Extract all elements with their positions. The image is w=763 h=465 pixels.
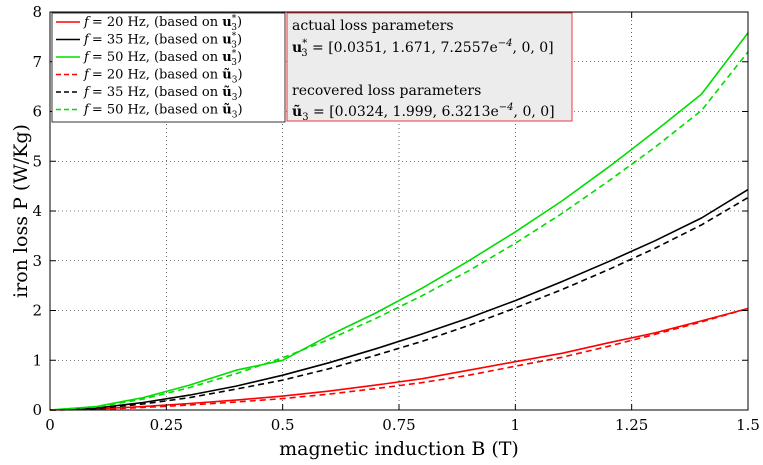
legend-label-0: f = 20 Hz, (based on u* 3) — [83, 14, 242, 33]
legend-f_label: f — [83, 33, 91, 48]
x-tick-label: 0.75 — [382, 416, 415, 434]
actual-params-values: u* 3 = [0.0351, 1.671, 7.2557e−4, 0, 0] — [292, 38, 554, 59]
legend-sub: 3 — [231, 23, 237, 33]
legend-sub: 3 — [232, 76, 238, 86]
y-tick-label: 8 — [32, 3, 42, 21]
legend-eq: = 50 Hz, (based on — [92, 103, 222, 118]
legend-sub: 3 — [232, 93, 238, 103]
x-tick-label: 0.25 — [150, 416, 183, 434]
recovered-tail: , 0, 0] — [514, 104, 555, 120]
legend-vec: u — [222, 15, 231, 30]
series-line-4 — [49, 196, 749, 411]
recovered-vec: ũ — [292, 103, 302, 120]
legend: f = 20 Hz, (based on u* 3)f = 35 Hz, (based… — [51, 12, 286, 123]
legend-close: ) — [237, 85, 242, 100]
legend-label-4: f = 35 Hz, (based on ũ3) — [83, 85, 243, 103]
series-line-2 — [49, 32, 749, 411]
legend-vec: ũ — [222, 85, 231, 100]
actual-vec: u — [292, 40, 302, 56]
y-tick-label: 7 — [32, 53, 42, 71]
legend-label-3: f = 20 Hz, (based on ũ3) — [83, 68, 243, 86]
series-line-3 — [49, 307, 749, 411]
legend-close: ) — [237, 33, 242, 48]
legend-eq: = 35 Hz, (based on — [92, 85, 222, 100]
legend-sup: * — [232, 49, 237, 59]
y-tick-label: 3 — [32, 252, 42, 270]
y-tick-label: 6 — [32, 103, 42, 121]
y-tick-label: 5 — [32, 152, 42, 170]
x-tick-label: 0.5 — [271, 416, 295, 434]
x-tick-label: 1 — [511, 416, 521, 434]
legend-eq: = 35 Hz, (based on — [92, 33, 222, 48]
legend-sub: 3 — [231, 58, 237, 68]
legend-vec: ũ — [222, 103, 231, 118]
legend-sub: 3 — [231, 41, 237, 51]
actual-values-text: = [0.0351, 1.671, 7.2557e — [308, 40, 498, 56]
actual-vec-sup: * — [302, 38, 307, 49]
legend-close: ) — [237, 50, 242, 65]
legend-eq: = 20 Hz, (based on — [92, 68, 222, 83]
recovered-params-title: recovered loss parameters — [292, 83, 481, 99]
actual-tail: , 0, 0] — [513, 40, 554, 56]
legend-f_label: f — [83, 85, 91, 100]
legend-f_label: f — [83, 68, 91, 83]
legend-f_label: f — [83, 15, 91, 30]
legend-label-5: f = 50 Hz, (based on ũ3) — [83, 103, 243, 121]
legend-f_label: f — [83, 50, 91, 65]
y-axis-title: iron loss P (W/Kg) — [10, 124, 32, 298]
legend-label-2: f = 50 Hz, (based on u* 3) — [83, 49, 242, 68]
legend-eq: = 50 Hz, (based on — [92, 50, 222, 65]
legend-close: ) — [237, 68, 242, 83]
legend-vec: u — [222, 33, 231, 48]
series-line-1 — [49, 188, 749, 411]
y-tick-label: 1 — [32, 351, 42, 369]
parameter-annotation: actual loss parameters u* 3 = [0.0351, 1.… — [286, 12, 573, 123]
legend-sub: 3 — [232, 111, 238, 121]
y-tick-label: 2 — [32, 302, 42, 320]
x-axis-title: magnetic induction B (T) — [279, 438, 519, 460]
legend-vec: ũ — [222, 68, 231, 83]
recovered-vec-sub: 3 — [302, 112, 308, 123]
legend-vec: u — [222, 50, 231, 65]
legend-f_label: f — [83, 103, 91, 118]
annotation-box — [286, 12, 573, 122]
y-tick-label: 0 — [32, 401, 42, 419]
actual-params-title: actual loss parameters — [292, 18, 454, 34]
legend-sup: * — [232, 14, 237, 24]
x-tick-label: 1.25 — [615, 416, 648, 434]
actual-exp: −4 — [498, 38, 513, 49]
legend-sup: * — [232, 32, 237, 42]
legend-items: f = 20 Hz, (based on u* 3)f = 35 Hz, (based… — [56, 14, 243, 121]
tick-group: 0 0.25 0.5 0.75 1 1.25 1.5 0 1 2 3 4 5 6 7 8 — [32, 3, 759, 434]
recovered-exp: −4 — [499, 102, 514, 113]
y-tick-label: 4 — [32, 202, 42, 220]
x-tick-label: 0 — [45, 416, 55, 434]
legend-close: ) — [237, 103, 242, 118]
legend-label-1: f = 35 Hz, (based on u* 3) — [83, 32, 242, 51]
legend-box — [51, 12, 286, 123]
legend-close: ) — [237, 15, 242, 30]
x-tick-label: 1.5 — [736, 416, 760, 434]
actual-vec-sub: 3 — [301, 48, 307, 59]
recovered-values-text: = [0.0324, 1.999, 6.3213e — [309, 104, 499, 120]
legend-eq: = 20 Hz, (based on — [92, 15, 222, 30]
recovered-params-values: ũ3 = [0.0324, 1.999, 6.3213e−4, 0, 0] — [292, 102, 555, 123]
